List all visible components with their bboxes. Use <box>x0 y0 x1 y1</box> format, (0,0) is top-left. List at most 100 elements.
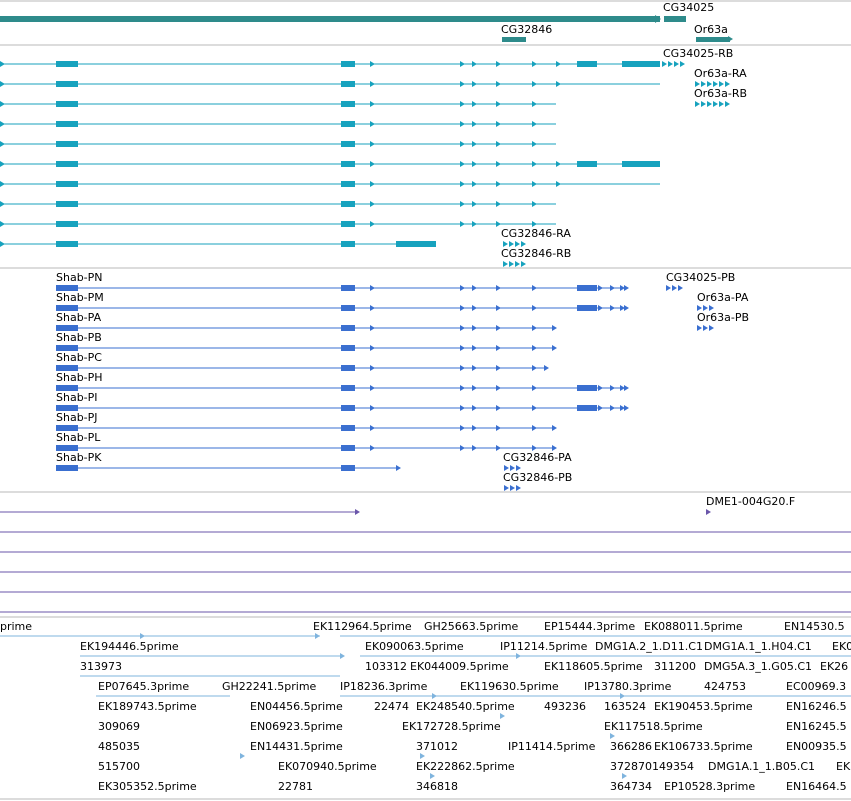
protein-arrow[interactable] <box>532 285 537 291</box>
transcript-chevron[interactable] <box>515 261 520 267</box>
protein-exon[interactable] <box>341 465 355 471</box>
transcript-arrow[interactable] <box>0 181 5 187</box>
transcript-arrow[interactable] <box>472 101 477 107</box>
transcript-chevron[interactable] <box>521 261 526 267</box>
protein-arrow[interactable] <box>370 325 375 331</box>
protein-chevron[interactable] <box>709 305 714 311</box>
gene-bar-arrow[interactable] <box>655 15 661 23</box>
protein-chevron[interactable] <box>672 285 677 291</box>
transcript-arrow[interactable] <box>370 61 375 67</box>
protein-arrow[interactable] <box>620 405 625 411</box>
transcript-chevron[interactable] <box>674 61 679 67</box>
transcript-arrow[interactable] <box>472 141 477 147</box>
transcript-arrow[interactable] <box>472 61 477 67</box>
protein-arrow[interactable] <box>532 305 537 311</box>
transcript-arrow[interactable] <box>0 141 5 147</box>
transcript-exon[interactable] <box>341 101 355 107</box>
protein-chevron[interactable] <box>504 465 509 471</box>
protein-arrow[interactable] <box>552 445 557 451</box>
gene-bar[interactable] <box>0 16 660 22</box>
protein-exon[interactable] <box>577 385 597 391</box>
transcript-arrow[interactable] <box>472 81 477 87</box>
transcript-exon[interactable] <box>341 61 355 67</box>
transcript-arrow[interactable] <box>460 101 465 107</box>
protein-arrow[interactable] <box>598 305 603 311</box>
transcript-exon[interactable] <box>56 141 78 147</box>
protein-arrow[interactable] <box>472 425 477 431</box>
transcript-arrow[interactable] <box>496 61 501 67</box>
protein-arrow[interactable] <box>460 425 465 431</box>
protein-arrow[interactable] <box>552 425 557 431</box>
transcript-exon[interactable] <box>577 161 597 167</box>
transcript-arrow[interactable] <box>472 121 477 127</box>
protein-arrow[interactable] <box>460 385 465 391</box>
protein-arrow[interactable] <box>370 365 375 371</box>
protein-arrow[interactable] <box>496 365 501 371</box>
protein-arrow[interactable] <box>496 305 501 311</box>
protein-arrow[interactable] <box>624 305 629 311</box>
transcript-arrow[interactable] <box>532 101 537 107</box>
transcript-exon[interactable] <box>396 241 436 247</box>
transcript-arrow[interactable] <box>472 181 477 187</box>
transcript-arrow[interactable] <box>532 161 537 167</box>
protein-arrow[interactable] <box>620 385 625 391</box>
est-arrow[interactable] <box>315 633 320 639</box>
protein-arrow[interactable] <box>610 385 615 391</box>
transcript-chevron[interactable] <box>668 61 673 67</box>
transcript-arrow[interactable] <box>532 221 537 227</box>
protein-exon[interactable] <box>341 405 355 411</box>
protein-arrow[interactable] <box>496 445 501 451</box>
est-arrow[interactable] <box>340 653 345 659</box>
transcript-arrow[interactable] <box>0 121 5 127</box>
transcript-exon[interactable] <box>56 81 78 87</box>
transcript-chevron[interactable] <box>503 261 508 267</box>
transcript-arrow[interactable] <box>532 61 537 67</box>
transcript-exon[interactable] <box>56 181 78 187</box>
transcript-arrow[interactable] <box>460 61 465 67</box>
transcript-arrow[interactable] <box>460 161 465 167</box>
protein-exon[interactable] <box>56 425 78 431</box>
protein-arrow[interactable] <box>370 305 375 311</box>
protein-chevron[interactable] <box>703 305 708 311</box>
transcript-arrow[interactable] <box>496 181 501 187</box>
protein-arrow[interactable] <box>472 285 477 291</box>
transcript-exon[interactable] <box>56 221 78 227</box>
protein-arrow[interactable] <box>544 365 549 371</box>
transcript-arrow[interactable] <box>370 201 375 207</box>
transcript-arrow[interactable] <box>532 81 537 87</box>
transcript-arrow[interactable] <box>496 221 501 227</box>
transcript-arrow[interactable] <box>0 221 5 227</box>
transcript-arrow[interactable] <box>0 161 5 167</box>
transcript-arrow[interactable] <box>370 221 375 227</box>
transcript-arrow[interactable] <box>460 221 465 227</box>
transcript-arrow[interactable] <box>370 141 375 147</box>
transcript-arrow[interactable] <box>370 181 375 187</box>
protein-arrow[interactable] <box>472 365 477 371</box>
protein-arrow[interactable] <box>598 385 603 391</box>
protein-exon[interactable] <box>341 385 355 391</box>
transcript-exon[interactable] <box>341 181 355 187</box>
protein-arrow[interactable] <box>460 445 465 451</box>
protein-arrow[interactable] <box>620 305 625 311</box>
est-arrow[interactable] <box>500 713 505 719</box>
transcript-exon[interactable] <box>56 61 78 67</box>
est-arrow[interactable] <box>420 753 425 759</box>
transcript-arrow[interactable] <box>0 61 5 67</box>
protein-exon[interactable] <box>341 425 355 431</box>
protein-exon[interactable] <box>56 345 78 351</box>
transcript-arrow[interactable] <box>496 161 501 167</box>
protein-arrow[interactable] <box>496 425 501 431</box>
protein-exon[interactable] <box>577 405 597 411</box>
protein-chevron[interactable] <box>510 465 515 471</box>
transcript-chevron[interactable] <box>515 241 520 247</box>
transcript-arrow[interactable] <box>472 201 477 207</box>
protein-arrow[interactable] <box>460 365 465 371</box>
protein-arrow[interactable] <box>496 405 501 411</box>
protein-arrow[interactable] <box>532 365 537 371</box>
protein-arrow[interactable] <box>370 425 375 431</box>
transcript-exon[interactable] <box>56 241 78 247</box>
transcript-arrow[interactable] <box>496 81 501 87</box>
protein-exon[interactable] <box>341 345 355 351</box>
protein-arrow[interactable] <box>532 345 537 351</box>
protein-arrow[interactable] <box>532 405 537 411</box>
